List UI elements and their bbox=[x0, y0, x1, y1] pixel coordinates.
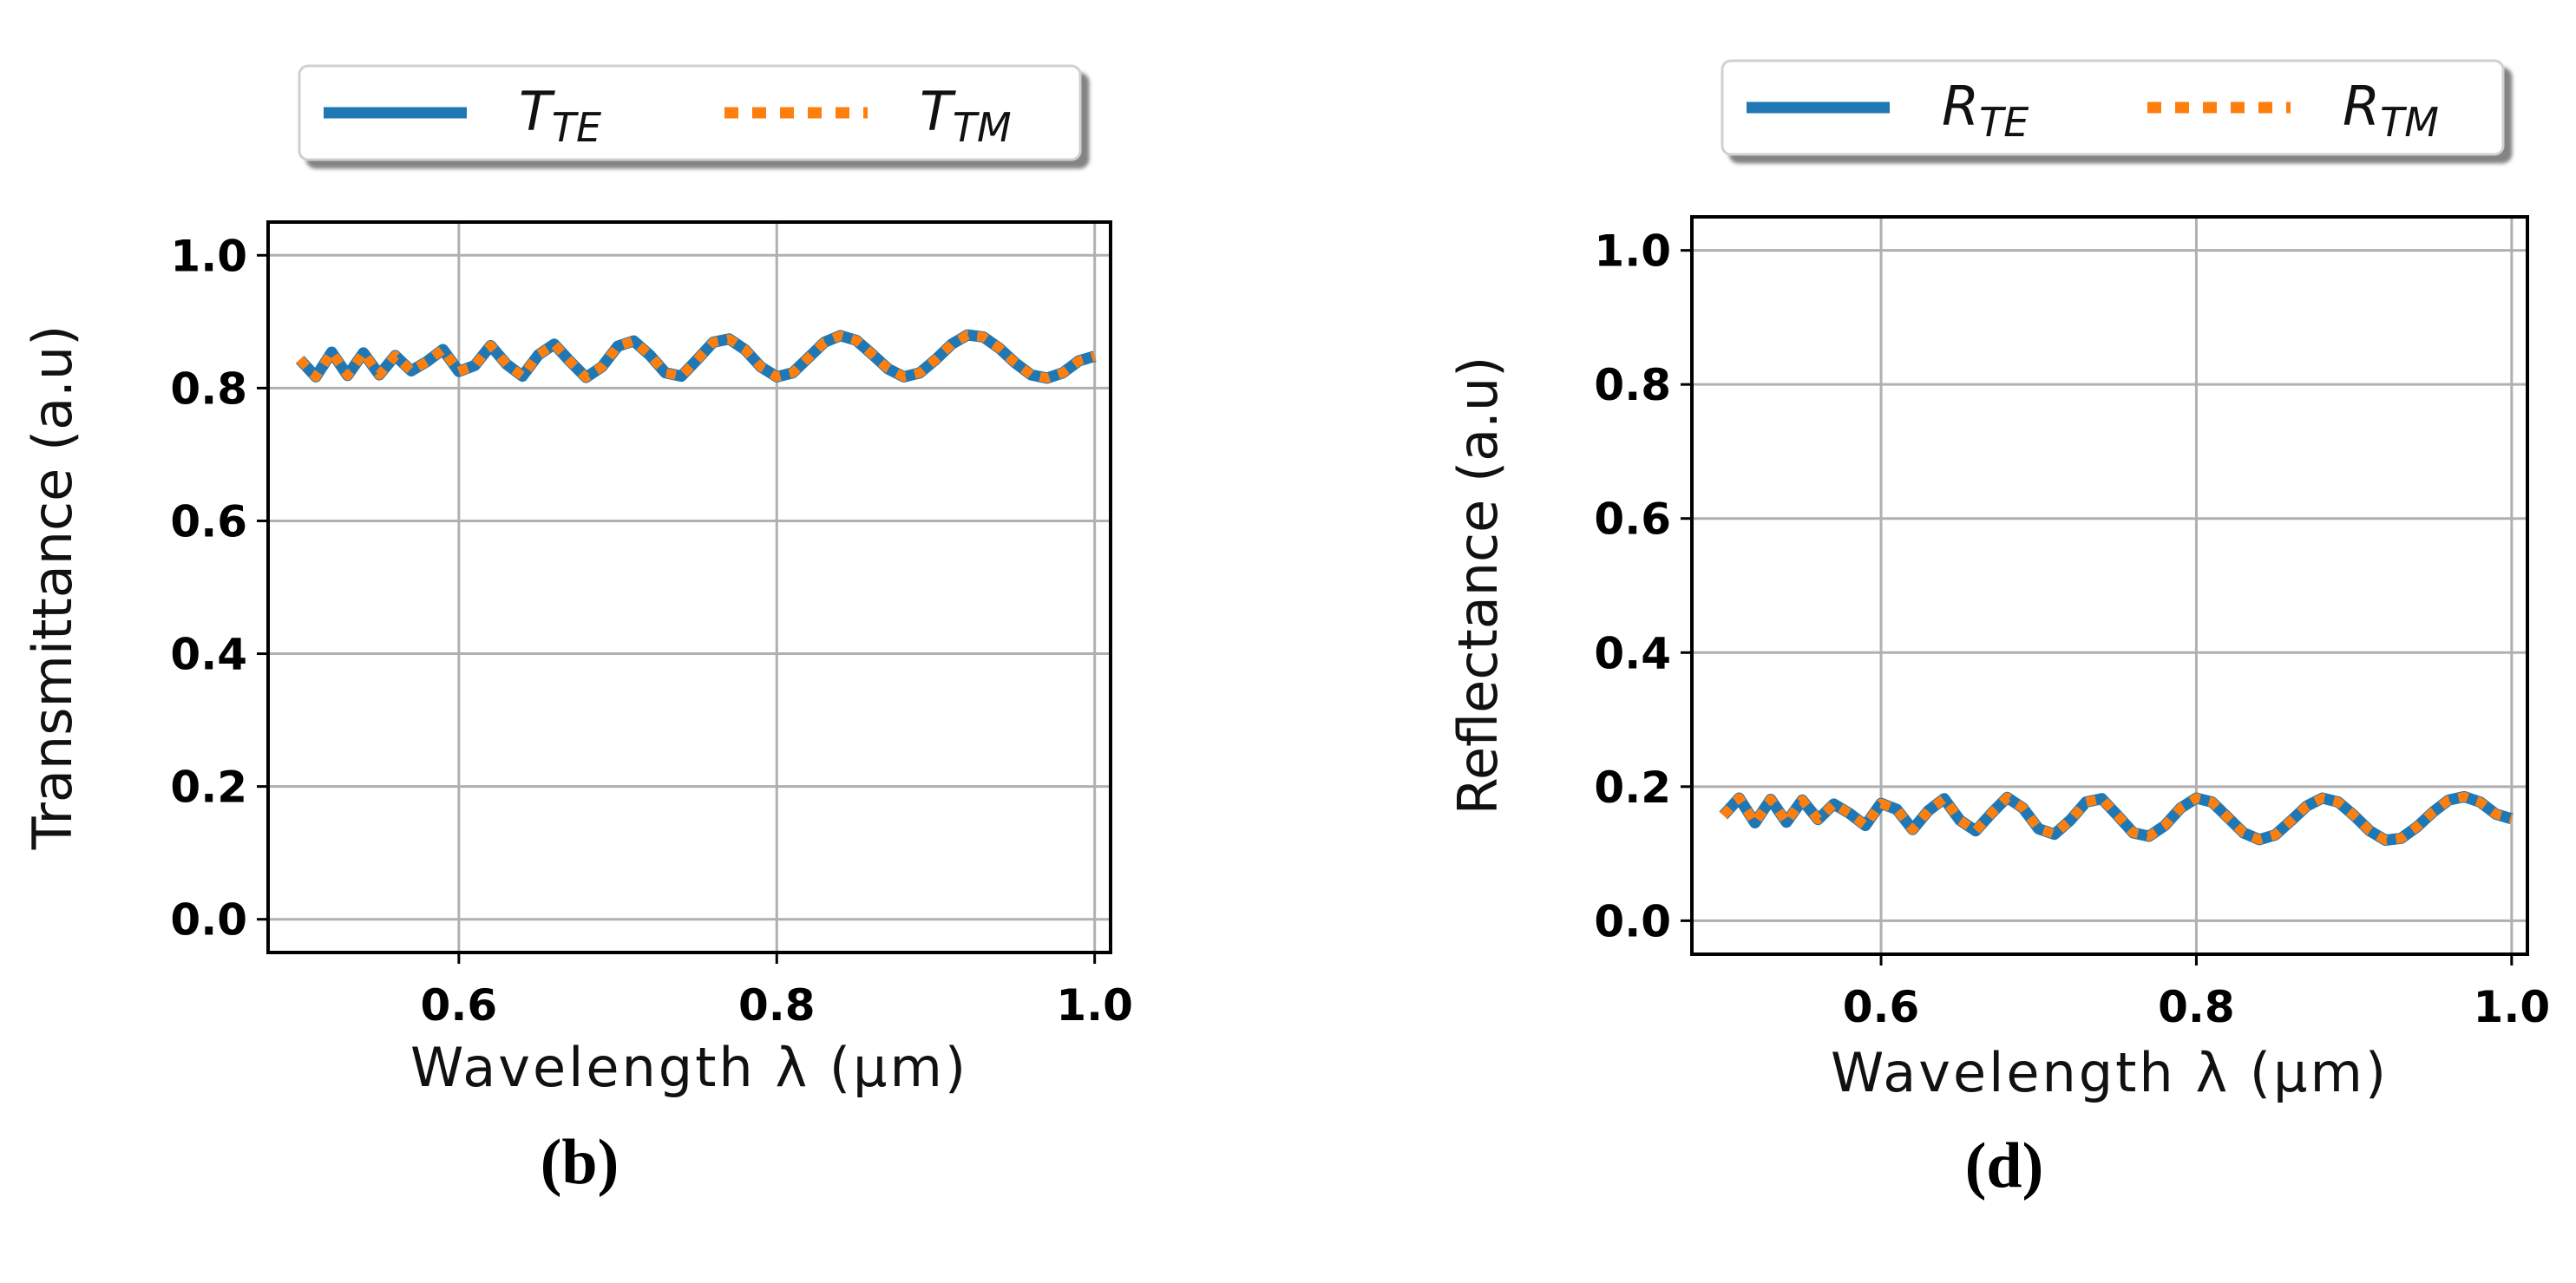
plot-frame bbox=[266, 220, 1112, 954]
y-tick-label: 0.8 bbox=[1594, 360, 1671, 410]
legend-entry-label: TTM bbox=[920, 80, 1012, 151]
y-axis-label: Transmittance (a.u) bbox=[21, 325, 84, 851]
x-axis-label: Wavelength λ (μm) bbox=[1831, 1041, 2389, 1104]
legend-label-subscript: TE bbox=[552, 104, 601, 151]
subfigure-label-b: (b) bbox=[540, 1127, 619, 1198]
x-tick-label: 0.6 bbox=[1843, 982, 1920, 1032]
y-tick-label: 0.0 bbox=[1594, 896, 1671, 946]
y-tick-label: 1.0 bbox=[1594, 226, 1671, 277]
x-tick-label: 0.6 bbox=[421, 980, 498, 1031]
x-tick-label: 0.8 bbox=[738, 980, 816, 1031]
legend: RTE RTM bbox=[1721, 59, 2505, 156]
legend-label-subscript: TM bbox=[2380, 99, 2439, 146]
y-tick-label: 0.4 bbox=[170, 630, 247, 680]
plot-frame bbox=[1690, 215, 2529, 956]
x-tick-label: 1.0 bbox=[2474, 982, 2551, 1032]
y-tick-label: 0.6 bbox=[1594, 494, 1671, 545]
series-line-R_TM bbox=[1720, 791, 2514, 846]
legend-label-base: T bbox=[519, 80, 555, 143]
y-tick-label: 0.0 bbox=[170, 895, 247, 946]
subfigure-label-d: (d) bbox=[1964, 1130, 2044, 1201]
legend: TTE TTM bbox=[298, 64, 1082, 161]
legend-label-base: R bbox=[2343, 75, 2380, 138]
legend-label-subscript: TE bbox=[1979, 99, 2029, 146]
chart-2: 0.6 0.8 1.0 0.0 0.2 0.4 0.6 0.8 1.0 Wavelength λ … bbox=[1446, 59, 2551, 1104]
x-axis-label: Wavelength λ (μm) bbox=[410, 1036, 968, 1099]
y-tick-label: 0.4 bbox=[1594, 628, 1671, 678]
y-tick-label: 0.8 bbox=[170, 363, 247, 414]
legend-entry-label: RTE bbox=[1942, 75, 2029, 146]
legend-label-base: T bbox=[920, 80, 956, 143]
legend-box bbox=[1721, 59, 2505, 156]
series-line-T_TM bbox=[296, 330, 1097, 383]
chart-1: 0.6 0.8 1.0 0.0 0.2 0.4 0.6 0.8 1.0 Wavelength λ … bbox=[21, 64, 1133, 1099]
legend-entry-label: TTE bbox=[519, 80, 601, 151]
y-tick-label: 1.0 bbox=[170, 231, 247, 281]
x-tick-label: 1.0 bbox=[1056, 980, 1133, 1031]
y-tick-label: 0.2 bbox=[1594, 763, 1671, 813]
legend-label-base: R bbox=[1942, 75, 1979, 138]
legend-label-subscript: TM bbox=[953, 104, 1012, 151]
y-axis-label: Reflectance (a.u) bbox=[1446, 357, 1510, 815]
y-tick-label: 0.2 bbox=[170, 763, 247, 813]
legend-box bbox=[298, 64, 1082, 161]
legend-entry-label: RTM bbox=[2343, 75, 2439, 146]
y-tick-label: 0.6 bbox=[170, 496, 247, 547]
x-tick-label: 0.8 bbox=[2158, 982, 2235, 1032]
